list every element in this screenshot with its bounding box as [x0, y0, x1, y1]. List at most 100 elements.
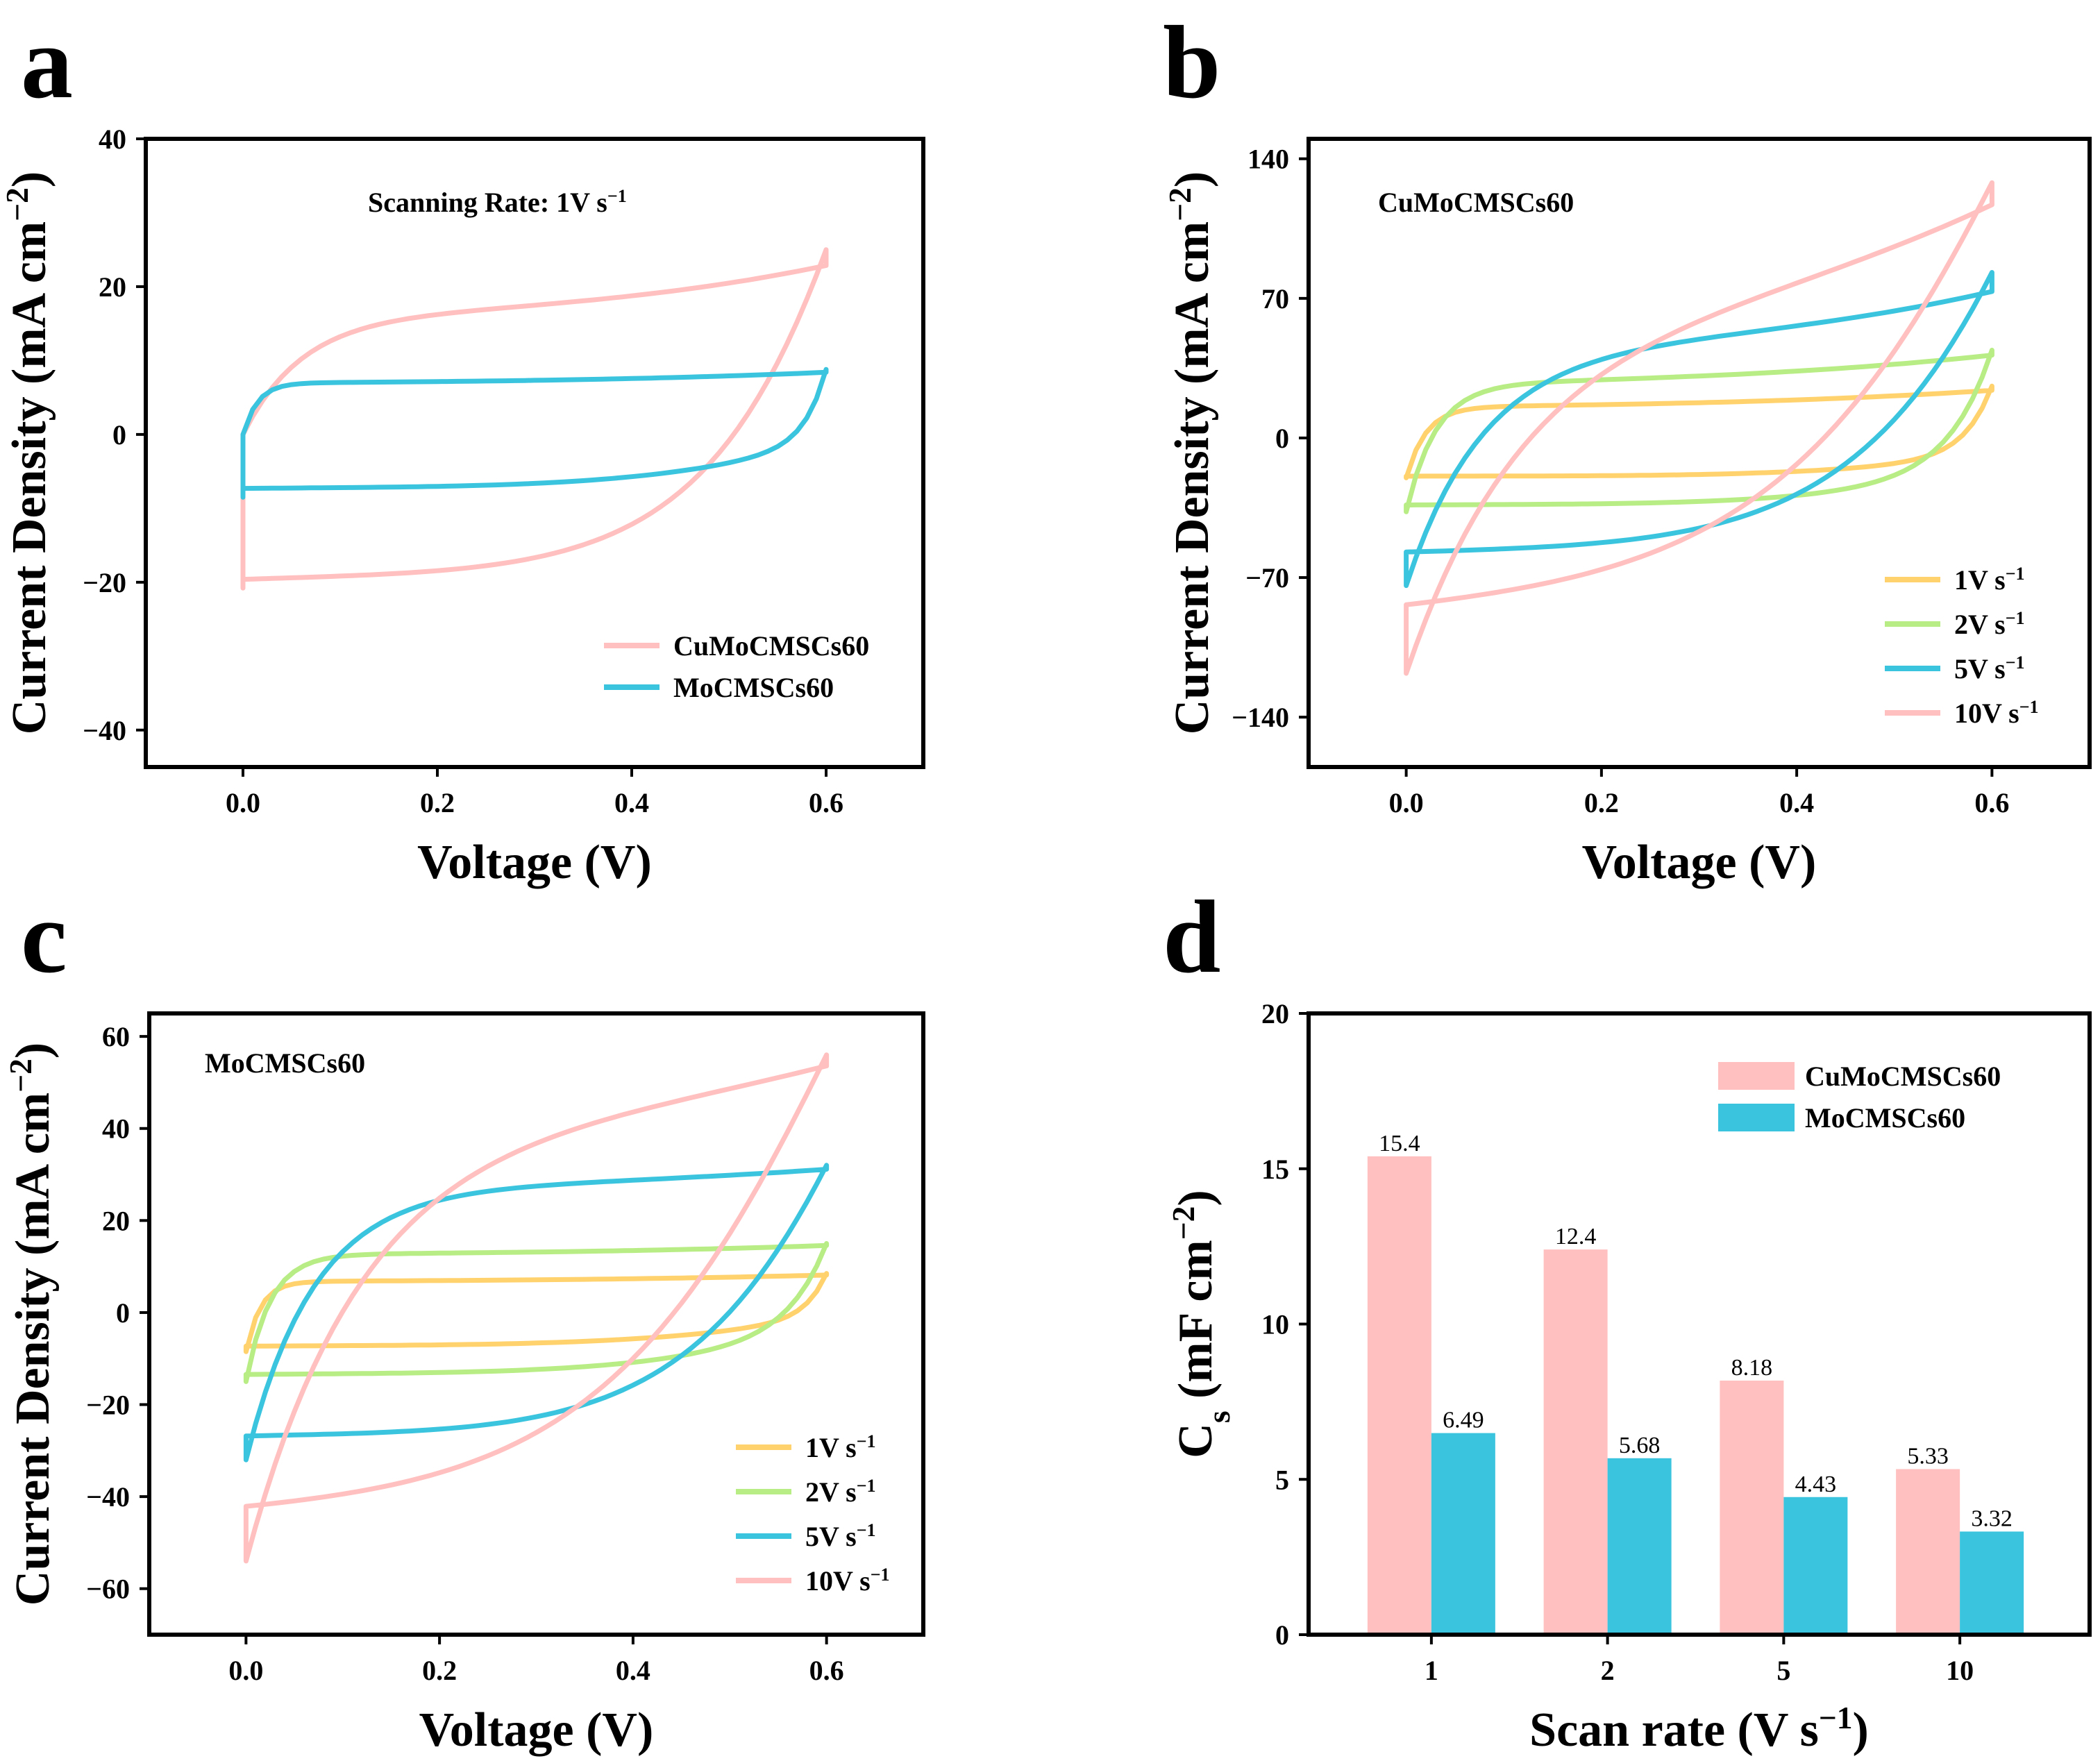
legend-label: 10V s−1: [1954, 697, 2039, 730]
x-tick-label: 0.2: [1584, 787, 1619, 818]
y-axis-title: Current Density (mA cm−2): [0, 171, 56, 734]
y-tick-label: −140: [1232, 702, 1289, 733]
x-tick-label: 0.6: [1974, 787, 2009, 818]
series-line-b-2: [1404, 270, 1994, 589]
x-tick-label: 0.4: [616, 1655, 650, 1686]
series-line-b-1: [1404, 348, 1994, 514]
bar-data-label: 12.4: [1555, 1224, 1597, 1249]
legend-label: 5V s−1: [805, 1520, 876, 1553]
plot-frame: [147, 1011, 925, 1637]
series-line-a-1: [240, 366, 829, 500]
x-tick-label: 0.6: [809, 787, 843, 818]
legend-label: 1V s−1: [1954, 564, 2025, 596]
y-tick-label: 0: [116, 1297, 130, 1329]
bar-data-label: 3.32: [1971, 1506, 2013, 1531]
series-line-c-0: [243, 1271, 830, 1354]
bar-1-0: [1431, 1433, 1495, 1635]
bar-data-label: 6.49: [1443, 1408, 1484, 1433]
y-tick-label: 10: [1261, 1309, 1289, 1340]
plot-frame: [144, 137, 925, 769]
bar-0-2: [1720, 1380, 1784, 1635]
y-tick-label: −40: [86, 1481, 130, 1513]
legend-label: 10V s−1: [805, 1565, 890, 1597]
y-tick-label: 60: [102, 1021, 130, 1052]
y-axis-title: Current Density (mA cm−2): [1162, 171, 1220, 734]
legend-label: 2V s−1: [1954, 608, 2025, 641]
y-tick-label: 0: [112, 419, 126, 450]
bar-data-label: 8.18: [1731, 1355, 1773, 1381]
x-tick-label: 5: [1776, 1655, 1790, 1686]
plot-annotation: Scanning Rate: 1V s−1: [368, 186, 627, 219]
y-tick-label: 70: [1261, 283, 1289, 314]
x-axis-title: Voltage (V): [419, 1703, 654, 1757]
series-group: [243, 1052, 830, 1564]
series-line-b-3: [1404, 180, 1994, 676]
series-line-a-0: [240, 247, 829, 591]
bar-data-label: 4.43: [1795, 1472, 1837, 1497]
legend-label: MoCMSCs60: [673, 672, 834, 703]
x-tick-label: 0.2: [422, 1655, 457, 1686]
y-tick-label: 5: [1275, 1464, 1289, 1495]
panel-letter-d: d: [1163, 879, 1220, 995]
series-line-c-2: [243, 1163, 830, 1463]
panel-c: c 0.0 0.2 0.4 0.6 −60 −40 −20 0 20 40 60 Voltage (V)…: [3, 879, 925, 1757]
legend-label: 1V s−1: [805, 1431, 876, 1464]
y-tick-label: 20: [99, 271, 126, 303]
legend-label: 5V s−1: [1954, 652, 2025, 685]
panel-letter-a: a: [21, 5, 73, 120]
panel-a: a 0.0 0.2 0.4 0.6 −40 −20 0 20 40 Voltage (V) Curre…: [0, 5, 925, 889]
legend-swatch: [1718, 1104, 1795, 1131]
x-tick-label: 0.6: [809, 1655, 844, 1686]
bar-data-label: 5.33: [1907, 1443, 1949, 1469]
y-tick-label: −20: [83, 567, 126, 598]
y-tick-label: 15: [1261, 1154, 1289, 1185]
x-axis-title: Voltage (V): [417, 836, 652, 889]
legend-label: MoCMSCs60: [1805, 1102, 1965, 1134]
y-tick-label: 0: [1275, 423, 1289, 454]
y-tick-label: −20: [86, 1390, 130, 1421]
x-tick-label: 2: [1601, 1655, 1615, 1686]
bar-1-2: [1783, 1497, 1848, 1635]
y-axis-title: Current Density (mA cm−2): [3, 1043, 60, 1606]
y-tick-label: 40: [102, 1113, 130, 1145]
bar-0-1: [1543, 1249, 1608, 1635]
bar-data-label: 5.68: [1619, 1433, 1661, 1458]
series-line-b-0: [1404, 383, 1994, 480]
x-tick-label: 0.0: [228, 1655, 263, 1686]
y-tick-label: −60: [86, 1574, 130, 1605]
panel-b: b 0.0 0.2 0.4 0.6 −140 −70 0 70 140 Voltage (V) Cur…: [1162, 5, 2092, 889]
y-tick-label: −40: [83, 715, 126, 746]
bar-0-3: [1896, 1469, 1960, 1635]
x-tick-label: 0.0: [1389, 787, 1424, 818]
y-tick-label: 40: [99, 124, 126, 155]
y-tick-label: 140: [1248, 144, 1289, 175]
plot-frame: [1307, 137, 2092, 769]
legend-label: 2V s−1: [805, 1476, 876, 1508]
legend-label: CuMoCMSCs60: [1805, 1061, 2001, 1092]
series-group: [240, 247, 829, 591]
bar-data-label: 15.4: [1379, 1131, 1420, 1156]
x-axis-title: Voltage (V): [1582, 836, 1817, 889]
plot-annotation: CuMoCMSCs60: [1378, 187, 1574, 218]
series-group: [1404, 180, 1994, 676]
panel-letter-c: c: [21, 879, 67, 995]
bar-1-1: [1607, 1458, 1672, 1635]
x-tick-label: 10: [1946, 1655, 1974, 1686]
y-tick-label: 20: [1261, 998, 1289, 1029]
series-line-c-3: [243, 1052, 830, 1564]
y-tick-label: 0: [1275, 1619, 1289, 1651]
plot-annotation: MoCMSCs60: [205, 1047, 365, 1079]
series-line-c-1: [243, 1241, 830, 1384]
x-axis-title: Scan rate (V s−1): [1529, 1700, 1869, 1758]
x-tick-label: 0.0: [226, 787, 260, 818]
x-tick-label: 0.4: [614, 787, 649, 818]
panel-letter-b: b: [1163, 5, 1220, 120]
x-tick-label: 1: [1425, 1655, 1438, 1686]
y-tick-label: 20: [102, 1205, 130, 1236]
y-tick-label: −70: [1245, 562, 1289, 593]
x-tick-label: 0.4: [1779, 787, 1814, 818]
panel-d: d 15.4 6.49 1 12.4 5.68 2 8.18 4.43 5 5.33 3.32 10 0 5…: [1163, 879, 2092, 1758]
y-axis-title: Cs (mF cm−2): [1166, 1190, 1236, 1458]
legend-swatch: [1718, 1062, 1795, 1090]
